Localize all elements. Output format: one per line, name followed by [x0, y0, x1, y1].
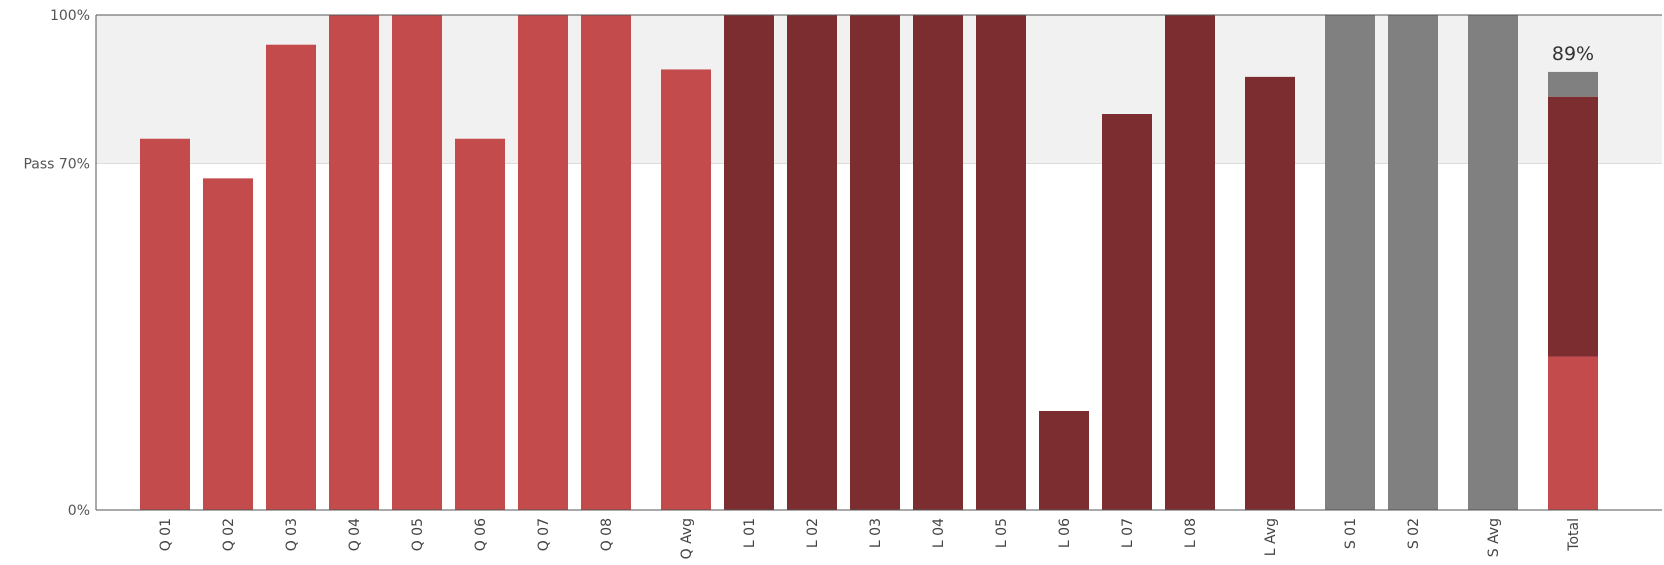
- bar-s-01[interactable]: [1325, 15, 1375, 510]
- x-tick-label: Q 08: [599, 518, 615, 551]
- x-tick-label: Q 07: [536, 518, 552, 551]
- x-tick-s-02: S 02: [1406, 518, 1422, 549]
- x-tick-l-06: L 06: [1057, 518, 1073, 548]
- bar-q-06[interactable]: [455, 138, 505, 510]
- bar-s-avg[interactable]: [1468, 15, 1518, 510]
- x-axis-ticks: Q 01 Q 02 Q 03 Q 04 Q 05 Q 06 Q 07 Q 08 Q Avg L 0…: [158, 518, 1582, 559]
- x-tick-s-avg: S Avg: [1486, 518, 1502, 557]
- y-axis-ticks: 100% Pass 70% 0%: [23, 8, 90, 519]
- x-tick-label: Q 02: [221, 518, 237, 551]
- x-tick-l-07: L 07: [1120, 518, 1136, 548]
- x-tick-label: L 03: [868, 518, 884, 548]
- x-tick-label: L 08: [1183, 518, 1199, 548]
- bar-q-02[interactable]: [203, 178, 253, 510]
- x-tick-q-07: Q 07: [536, 518, 552, 551]
- bar-q-04[interactable]: [329, 15, 379, 510]
- x-tick-label: S 02: [1406, 518, 1422, 549]
- y-tick-label: 100%: [50, 8, 90, 24]
- total-segment-q: [1548, 356, 1598, 510]
- bar-l-06[interactable]: [1039, 411, 1089, 510]
- bar-l-02[interactable]: [787, 15, 837, 510]
- x-tick-label: Q 01: [158, 518, 174, 551]
- x-tick-label: L 07: [1120, 518, 1136, 548]
- x-tick-label: L 06: [1057, 518, 1073, 548]
- x-tick-l-08: L 08: [1183, 518, 1199, 548]
- x-tick-q-01: Q 01: [158, 518, 174, 551]
- x-tick-s-01: S 01: [1343, 518, 1359, 549]
- x-tick-label: Q 04: [347, 518, 363, 551]
- x-tick-label: Q 03: [284, 518, 300, 551]
- bar-l-04[interactable]: [913, 15, 963, 510]
- bar-l-07[interactable]: [1102, 114, 1152, 510]
- x-tick-label: L Avg: [1263, 518, 1279, 556]
- x-tick-l-04: L 04: [931, 518, 947, 548]
- bar-l-avg[interactable]: [1245, 76, 1295, 510]
- x-tick-label: S Avg: [1486, 518, 1502, 557]
- total-segment-l: [1548, 96, 1598, 357]
- bars-layer: [140, 15, 1518, 510]
- x-tick-label: L 01: [742, 518, 758, 548]
- total-segment-s: [1548, 71, 1598, 97]
- x-tick-total: Total: [1566, 518, 1582, 552]
- total-value-label: 89%: [1552, 43, 1594, 65]
- total-bar[interactable]: [1548, 71, 1598, 510]
- x-tick-l-03: L 03: [868, 518, 884, 548]
- x-tick-q-avg: Q Avg: [679, 518, 695, 559]
- x-tick-q-02: Q 02: [221, 518, 237, 551]
- x-tick-l-01: L 01: [742, 518, 758, 548]
- x-tick-label: Q 06: [473, 518, 489, 551]
- bar-q-05[interactable]: [392, 15, 442, 510]
- x-tick-l-avg: L Avg: [1263, 518, 1279, 556]
- bar-q-03[interactable]: [266, 44, 316, 510]
- x-tick-label: Total: [1566, 518, 1582, 552]
- x-tick-label: Q Avg: [679, 518, 695, 559]
- x-tick-q-06: Q 06: [473, 518, 489, 551]
- x-tick-label: S 01: [1343, 518, 1359, 549]
- x-tick-q-05: Q 05: [410, 518, 426, 551]
- bar-q-01[interactable]: [140, 138, 190, 510]
- bar-q-07[interactable]: [518, 15, 568, 510]
- bar-l-01[interactable]: [724, 15, 774, 510]
- x-tick-q-08: Q 08: [599, 518, 615, 551]
- x-tick-l-05: L 05: [994, 518, 1010, 548]
- bar-s-02[interactable]: [1388, 15, 1438, 510]
- x-tick-label: L 05: [994, 518, 1010, 548]
- bar-l-05[interactable]: [976, 15, 1026, 510]
- x-tick-label: L 04: [931, 518, 947, 548]
- x-tick-q-03: Q 03: [284, 518, 300, 551]
- x-tick-q-04: Q 04: [347, 518, 363, 551]
- y-tick-label: Pass 70%: [23, 157, 90, 173]
- x-tick-label: L 02: [805, 518, 821, 548]
- bar-l-03[interactable]: [850, 15, 900, 510]
- bar-q-08[interactable]: [581, 15, 631, 510]
- bar-l-08[interactable]: [1165, 15, 1215, 510]
- bar-q-avg[interactable]: [661, 69, 711, 510]
- x-tick-l-02: L 02: [805, 518, 821, 548]
- x-tick-label: Q 05: [410, 518, 426, 551]
- y-tick-label: 0%: [68, 503, 90, 519]
